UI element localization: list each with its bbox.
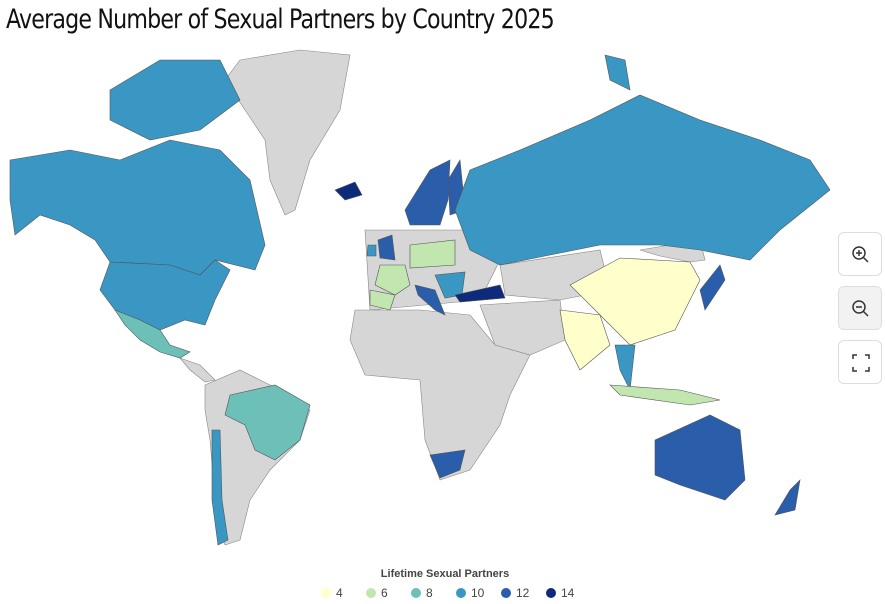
legend-swatch [456, 588, 466, 598]
country [609, 384, 721, 406]
country [429, 449, 466, 479]
legend-swatch [411, 588, 421, 598]
country [404, 159, 451, 226]
legend-label: 6 [381, 586, 388, 600]
country [109, 59, 241, 141]
no-data-land [179, 49, 706, 546]
legend-swatch [501, 588, 511, 598]
country [774, 479, 801, 516]
legend-label: 14 [561, 586, 575, 600]
country [699, 264, 726, 311]
legend-swatch [546, 588, 556, 598]
fullscreen-button[interactable] [838, 340, 882, 384]
legend-label: 12 [516, 586, 530, 600]
country [559, 309, 611, 371]
zoom-out-button[interactable] [838, 286, 882, 330]
country [9, 139, 266, 276]
title: Average Number of Sexual Partners by Cou… [6, 4, 555, 35]
country [454, 94, 831, 266]
country [224, 384, 311, 461]
country [114, 309, 191, 359]
legend-swatch [321, 588, 331, 598]
legend-label: 10 [471, 586, 485, 600]
country [654, 414, 746, 501]
country [366, 244, 377, 257]
country [99, 259, 231, 331]
country [454, 284, 506, 303]
country [369, 289, 396, 311]
legend-swatch [366, 588, 376, 598]
zoom-in-button[interactable] [838, 232, 882, 276]
country [569, 257, 701, 346]
legend-label: 8 [426, 586, 433, 600]
country [604, 54, 631, 91]
map: Lifetime Sexual Partners 4 6 8 10 12 14 [9, 49, 831, 600]
country [334, 181, 363, 201]
country [377, 234, 396, 261]
country [414, 284, 446, 316]
country [374, 264, 411, 296]
legend-label: 4 [336, 586, 343, 600]
country [211, 429, 229, 546]
legend-title: Lifetime Sexual Partners [381, 568, 509, 580]
country [409, 239, 456, 269]
country [614, 344, 636, 392]
